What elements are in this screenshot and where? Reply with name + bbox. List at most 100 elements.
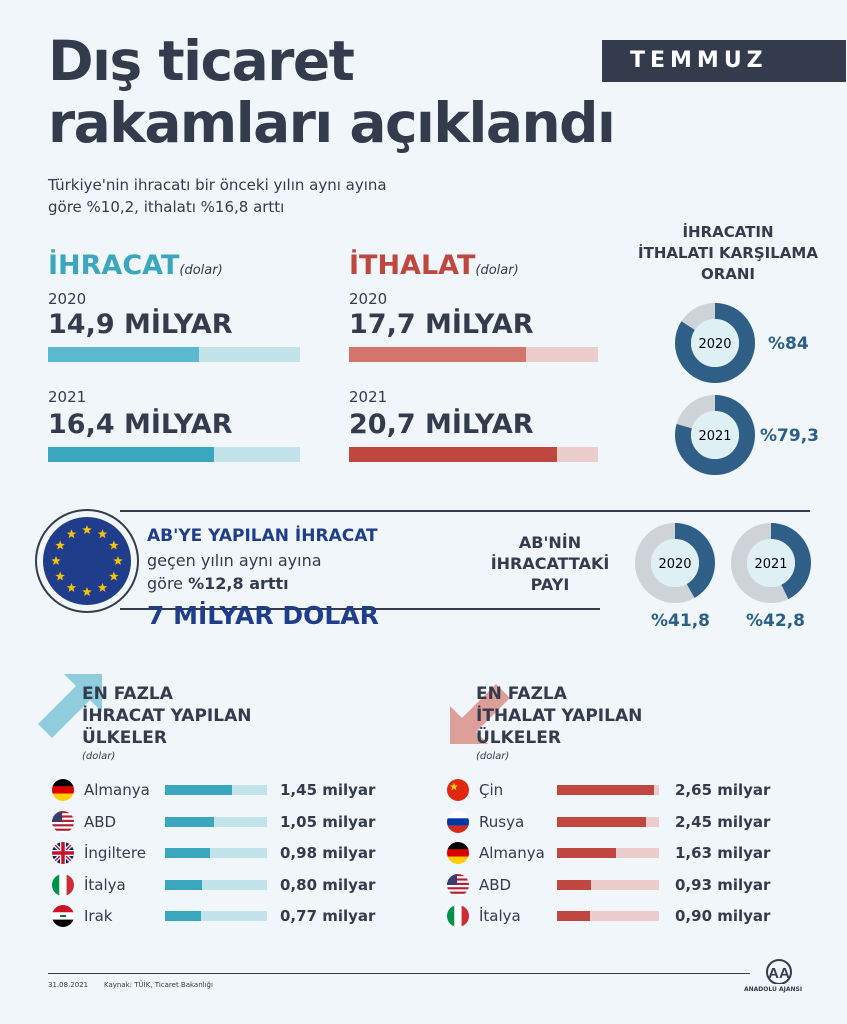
list-item: ABD 0,93 milyar: [447, 873, 777, 896]
country-bar: [557, 785, 654, 795]
list-item: İtalya 0,80 milyar: [52, 873, 382, 896]
ratio-donut-2020: 2020: [675, 303, 755, 383]
footer-logo-text: ANADOLU AJANSI: [744, 986, 803, 993]
country-bar-track: [165, 785, 267, 795]
eu-text-prefix: göre: [147, 574, 189, 593]
top-import-title-line-1: EN FAZLA: [476, 684, 567, 704]
eu-star-icon: [113, 556, 123, 566]
donut-hole: [651, 539, 699, 587]
eu-share-year-2020: 2020: [658, 557, 691, 572]
country-value: 1,63 milyar: [675, 844, 771, 862]
export-bar-2021: [48, 447, 215, 462]
country-name: Almanya: [479, 844, 545, 862]
donut-arc: [731, 523, 811, 603]
ratio-donut-2021: 2021: [675, 395, 755, 475]
country-bar-track: [165, 816, 267, 827]
country-bar-track: [557, 911, 659, 921]
subtitle: Türkiye'nin ihracatı bir önceki yılın ay…: [48, 174, 468, 218]
eu-star-icon: [109, 540, 119, 550]
import-label: İTHALAT: [349, 250, 476, 281]
country-bar-track: [557, 785, 659, 795]
top-export-unit: (dolar): [82, 751, 116, 762]
subtitle-line-1: Türkiye'nin ihracatı bir önceki yılın ay…: [48, 176, 387, 194]
country-bar: [557, 911, 590, 921]
usa-flag-icon: [447, 873, 469, 896]
subtitle-line-2: göre %10,2, ithalatı %16,8 arttı: [48, 198, 285, 216]
import-amount-2020: 17,7 MİLYAR: [349, 309, 534, 340]
eu-total: 7 MİLYAR DOLAR: [147, 601, 379, 630]
ratio-year-2020: 2020: [698, 337, 731, 352]
china-flag-icon: [447, 779, 469, 801]
eu-star-icon: [97, 529, 108, 539]
eu-share-line-1: AB'NİN: [518, 533, 582, 552]
country-bar: [557, 848, 617, 858]
country-name: ABD: [84, 812, 117, 831]
eu-share-pct-2020: %41,8: [651, 611, 710, 631]
country-bar-track: [165, 911, 267, 921]
germany-flag-icon: [447, 842, 469, 864]
russia-flag-icon: [447, 810, 469, 833]
eu-text: geçen yılın aynı ayına göre %12,8 arttı: [147, 549, 427, 595]
top-import-title-line-3: ÜLKELER: [476, 728, 561, 748]
eu-share-year-2021: 2021: [754, 557, 787, 572]
eu-share-donut-2021: 2021: [731, 523, 811, 603]
import-bar-2020: [349, 347, 527, 362]
export-unit: (dolar): [179, 263, 223, 278]
country-name: İngiltere: [84, 844, 146, 862]
eu-star-icon: [66, 529, 77, 539]
eu-star-icon: [82, 525, 92, 535]
country-value: 0,98 milyar: [280, 844, 376, 862]
list-item: Çin 2,65 milyar: [447, 779, 777, 801]
top-export-title-line-1: EN FAZLA: [82, 684, 173, 704]
list-item: Irak 0,77 milyar: [52, 905, 382, 927]
country-bar-track: [165, 848, 267, 858]
donut-hole: [691, 411, 739, 459]
eu-share-line-3: PAYI: [530, 575, 570, 594]
donut-hole: [747, 539, 795, 587]
country-name: ABD: [479, 875, 512, 894]
export-heading: İHRACAT(dolar): [48, 250, 223, 281]
list-item: Almanya 1,63 milyar: [447, 842, 777, 864]
italy-flag-icon: [447, 905, 469, 927]
top-import-title-line-2: İTHALAT YAPILAN: [476, 706, 643, 726]
eu-share-title: AB'NİN İHRACATTAKİ PAYI: [460, 532, 640, 595]
top-export-title: EN FAZLA İHRACAT YAPILAN ÜLKELER: [82, 683, 251, 749]
eu-flag-icon: [35, 509, 139, 613]
donut-hole: [691, 319, 739, 367]
ratio-pct-2020: %84: [768, 334, 809, 354]
country-value: 0,90 milyar: [675, 907, 771, 925]
eu-star-icon: [109, 571, 119, 581]
eu-star-icon: [51, 556, 61, 566]
list-item: ABD 1,05 milyar: [52, 810, 382, 833]
eu-star-icon: [97, 582, 108, 592]
list-item: Rusya 2,45 milyar: [447, 810, 777, 833]
ratio-title-line-2: İTHALATI KARŞILAMA: [638, 244, 818, 262]
page-title: Dış ticaret rakamları açıklandı: [48, 30, 668, 154]
anadolu-logo-icon: AA: [766, 959, 792, 984]
country-value: 0,93 milyar: [675, 875, 771, 894]
country-value: 0,77 milyar: [280, 907, 376, 925]
country-name: Irak: [84, 907, 113, 925]
country-bar: [165, 911, 201, 921]
country-bar-track: [165, 879, 267, 890]
eu-star-icon: [66, 582, 77, 592]
list-item: İngiltere 0,98 milyar: [52, 842, 382, 864]
country-bar: [557, 879, 591, 890]
usa-flag-icon: [52, 810, 74, 833]
country-name: Rusya: [479, 812, 525, 831]
uk-flag-icon: [52, 842, 74, 864]
country-bar: [165, 785, 233, 795]
export-arrow-icon: [38, 674, 102, 738]
eu-share-line-2: İHRACATTAKİ: [490, 554, 610, 573]
germany-flag-icon: [52, 779, 74, 801]
country-bar: [557, 816, 647, 827]
ratio-title: İHRACATIN İTHALATI KARŞILAMA ORANI: [618, 222, 838, 285]
export-amount-2021: 16,4 MİLYAR: [48, 409, 233, 440]
country-bar: [165, 848, 211, 858]
eu-star-icon: [82, 587, 92, 597]
donut-arc: [635, 523, 715, 603]
list-item: Almanya 1,45 milyar: [52, 779, 382, 801]
eu-title: AB'YE YAPILAN İHRACAT: [147, 526, 378, 546]
import-bar-2021: [349, 447, 557, 462]
eu-share-donut-2020: 2020: [635, 523, 715, 603]
